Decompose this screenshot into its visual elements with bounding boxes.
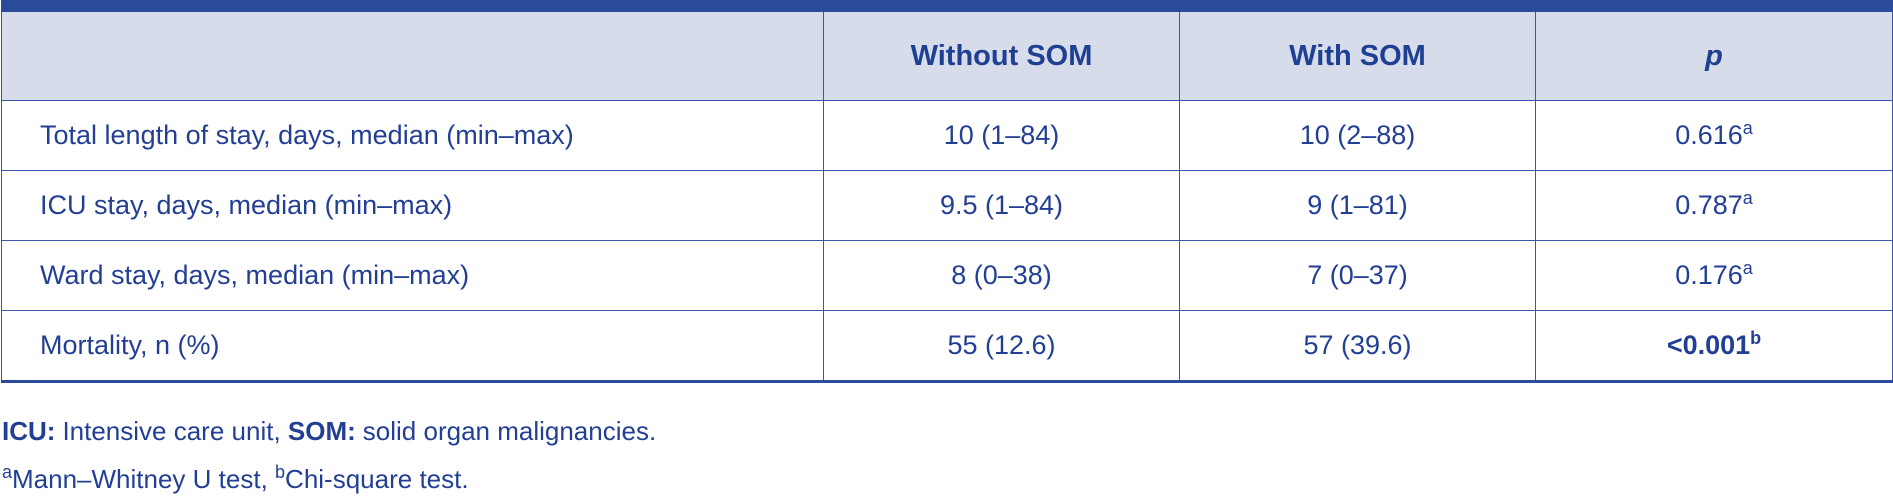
cell-p-value: 0.616a (1535, 100, 1893, 171)
results-table: Without SOM With SOM p Total length of s… (1, 0, 1893, 383)
p-note: b (1750, 328, 1762, 348)
p-value: 0.176 (1675, 260, 1743, 290)
cell-without-som: 9.5 (1–84) (823, 170, 1180, 241)
cell-without-som: 10 (1–84) (823, 100, 1180, 171)
column-header: p (1535, 5, 1893, 101)
p-note: a (1742, 188, 1753, 208)
row-label: Mortality, n (%) (1, 310, 824, 382)
cell-p-value: 0.176a (1535, 240, 1893, 311)
table-body: Total length of stay, days, median (min–… (1, 100, 1893, 382)
cell-with-som: 9 (1–81) (1179, 170, 1536, 241)
tests-line: aMann–Whitney U test, bChi-square test. (2, 455, 1893, 503)
header-row: Without SOM With SOM p (1, 5, 1893, 101)
column-header: Without SOM (823, 5, 1180, 101)
abbr-term: ICU: (2, 416, 56, 446)
cell-with-som: 10 (2–88) (1179, 100, 1536, 171)
p-value: <0.001 (1666, 330, 1751, 360)
test-mark: b (275, 462, 286, 482)
abbreviations-line: ICU: Intensive care unit, SOM: solid organ… (2, 407, 1893, 455)
row-label: ICU stay, days, median (min–max) (1, 170, 824, 241)
footnotes: ICU: Intensive care unit, SOM: solid organ… (2, 407, 1893, 503)
test-text: Chi-square test. (285, 464, 469, 494)
header-blank (1, 5, 824, 101)
cell-without-som: 8 (0–38) (823, 240, 1180, 311)
test-text: Mann–Whitney U test, (12, 464, 268, 494)
abbr-definition: solid organ malignancies. (362, 416, 657, 446)
abbr-definition: Intensive care unit, (62, 416, 281, 446)
row-label: Ward stay, days, median (min–max) (1, 240, 824, 311)
column-header: With SOM (1179, 5, 1536, 101)
table-row: Mortality, n (%) 55 (12.6) 57 (39.6) <0.001… (1, 310, 1893, 382)
table-row: Total length of stay, days, median (min–… (1, 100, 1893, 171)
row-label: Total length of stay, days, median (min–… (1, 100, 824, 171)
table-row: Ward stay, days, median (min–max) 8 (0–38… (1, 240, 1893, 311)
p-value: 0.787 (1675, 190, 1743, 220)
table-row: ICU stay, days, median (min–max) 9.5 (1–8… (1, 170, 1893, 241)
cell-p-value: 0.787a (1535, 170, 1893, 241)
test-mark: a (2, 462, 13, 482)
cell-with-som: 57 (39.6) (1179, 310, 1536, 382)
cell-without-som: 55 (12.6) (823, 310, 1180, 382)
p-note: a (1742, 258, 1753, 278)
abbr-term: SOM: (287, 416, 356, 446)
p-value: 0.616 (1675, 120, 1743, 150)
cell-with-som: 7 (0–37) (1179, 240, 1536, 311)
cell-p-value: <0.001b (1535, 310, 1893, 382)
p-note: a (1742, 118, 1753, 138)
